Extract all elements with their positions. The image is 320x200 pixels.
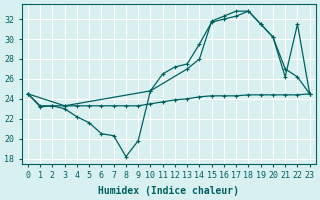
- X-axis label: Humidex (Indice chaleur): Humidex (Indice chaleur): [98, 186, 239, 196]
